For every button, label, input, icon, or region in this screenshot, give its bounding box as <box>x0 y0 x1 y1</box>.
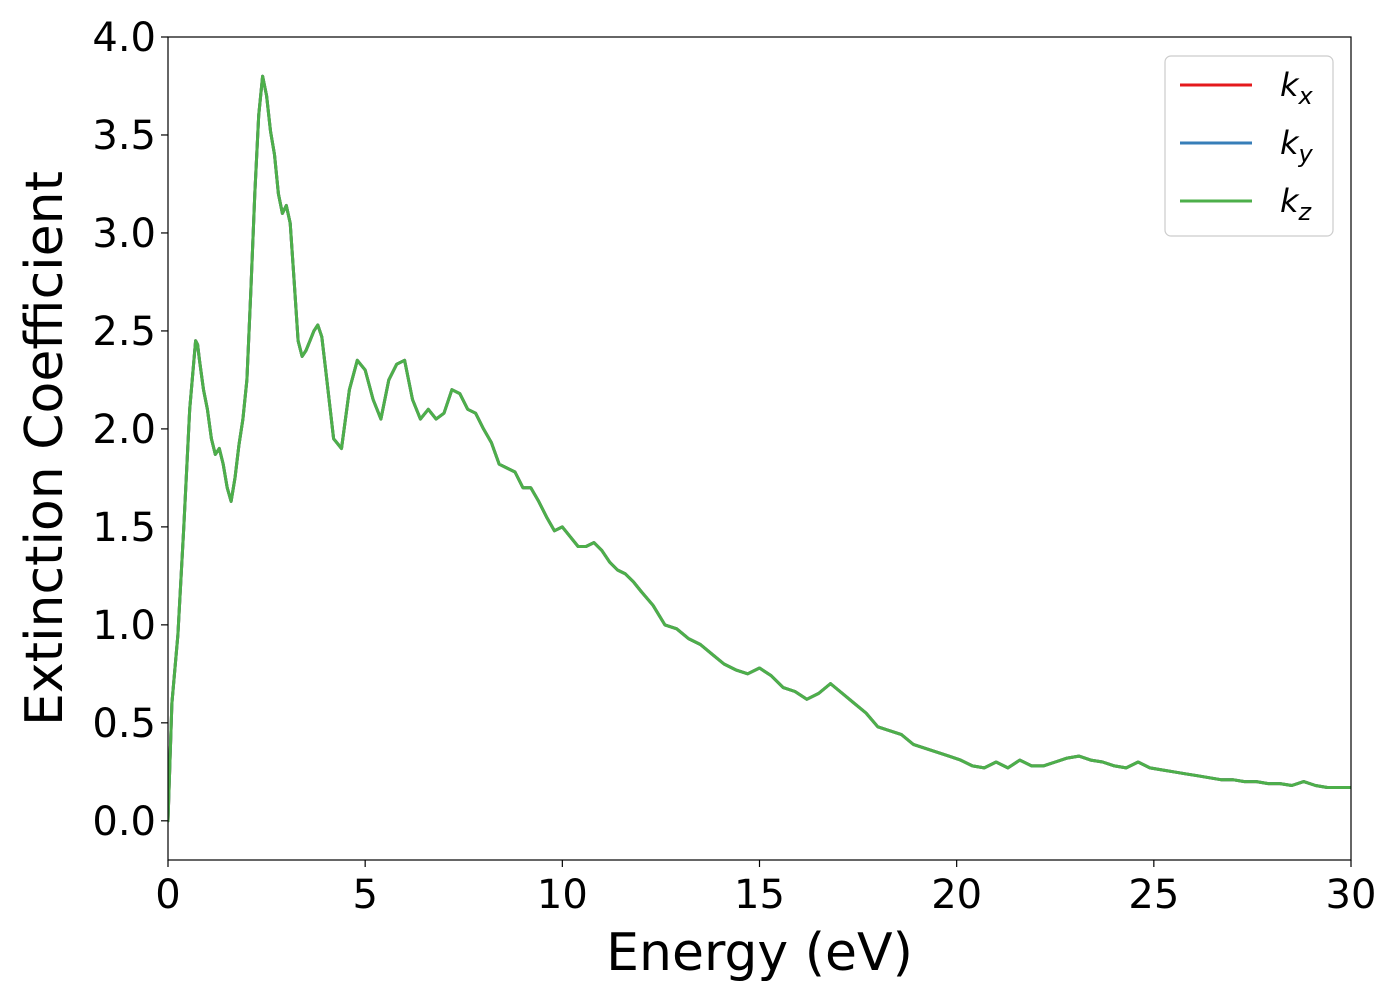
y-tick-label: 0.5 <box>92 701 156 747</box>
legend-label-z: kz <box>1280 182 1313 226</box>
x-tick-label: 20 <box>931 872 982 918</box>
x-tick-label: 10 <box>537 872 588 918</box>
legend-label-x: kx <box>1280 66 1314 110</box>
legend-label-y: ky <box>1280 124 1314 168</box>
legend-box <box>1164 55 1334 237</box>
y-tick-label: 3.0 <box>92 211 156 257</box>
series-layer <box>168 74 1351 823</box>
series-line-z <box>168 74 1351 823</box>
x-tick-label: 5 <box>352 872 377 918</box>
y-tick-label: 1.5 <box>92 505 156 551</box>
y-tick-label: 0.0 <box>92 799 156 845</box>
y-tick-label: 2.5 <box>92 309 156 355</box>
x-tick-label: 0 <box>155 872 180 918</box>
x-axis-label: Energy (eV) <box>606 923 913 983</box>
legend-label-subscript: z <box>1298 198 1313 226</box>
legend-label-main: k <box>1280 124 1300 162</box>
x-tick-label: 25 <box>1128 872 1179 918</box>
x-tick-label: 30 <box>1326 872 1377 918</box>
x-tick-label: 15 <box>734 872 785 918</box>
legend-label-subscript: y <box>1298 140 1314 168</box>
y-tick-label: 4.0 <box>92 15 156 61</box>
y-tick-label: 3.5 <box>92 113 156 159</box>
y-tick-label: 1.0 <box>92 603 156 649</box>
legend-label-main: k <box>1280 182 1300 220</box>
legend-label-subscript: x <box>1298 82 1314 110</box>
legend-label-main: k <box>1280 66 1300 104</box>
ticks-layer: 0 5 10 15 20 25 30 0.0 0.5 1.0 1.5 2.0 2.5 3.0 3.5 4.0 <box>92 15 1376 918</box>
y-axis-label: Extinction Coefficient <box>15 171 75 726</box>
y-tick-label: 2.0 <box>92 407 156 453</box>
